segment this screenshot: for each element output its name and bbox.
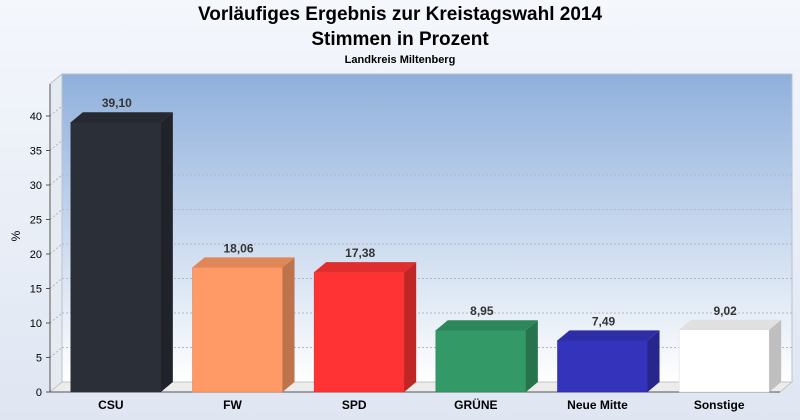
bar-value-label: 18,06 [223,241,253,255]
bar-0 [70,121,162,393]
y-tick-label: 5 [36,353,42,365]
y-tick-label: 40 [30,111,42,123]
y-tick-label: 0 [36,387,42,399]
grid-line [49,105,63,117]
bar-3 [435,329,527,393]
grid-lines [49,105,792,358]
grid-line [49,312,63,324]
bar-top-4 [557,330,660,341]
y-tick-label: 35 [30,146,42,158]
bar-value-label: 7,49 [592,314,616,328]
plot-left-wall [49,72,63,394]
x-tick-label: GRÜNE [454,397,497,412]
x-tick-label: CSU [98,398,123,412]
bar-value-label: 9,02 [713,304,737,318]
bar-5 [678,329,770,393]
grid-line [49,140,63,151]
bar-side-3 [525,320,538,392]
bar-value-label: 39,10 [102,96,132,110]
grid-line [49,243,63,255]
x-tick-label: Neue Mitte [567,398,628,412]
bar-side-4 [647,330,660,392]
y-axis-label: % [9,230,23,241]
bar-side-0 [160,112,173,393]
y-tick-label: 30 [30,180,42,192]
grid-line [49,174,63,186]
y-axis-ticks: 0 5 10 15 20 25 30 35 40 [30,111,50,399]
bar-side-1 [282,257,295,392]
x-tick-label: SPD [342,398,367,412]
x-tick-label: Sonstige [694,398,745,412]
chart-subtitle: Landkreis Miltenberg [344,54,456,66]
bar-top-0 [70,112,173,123]
bar-side-5 [769,319,782,392]
grid-line [49,209,63,220]
grid-line [49,278,63,289]
bar-1 [192,267,283,393]
bars: 39,10 CSU 18,06 FW 17,38 SPD 8,95 GRÜNE 7,49 Neue… [70,96,782,412]
grid-line [49,347,63,358]
bar-4 [557,340,648,393]
bar-top-1 [192,257,295,268]
bar-value-label: 17,38 [345,246,375,260]
chart-title: Vorläufiges Ergebnis zur Kreistagswahl 2… [197,4,603,25]
y-tick-label: 20 [30,249,42,261]
bar-side-2 [404,262,417,392]
y-tick-label: 10 [30,318,42,330]
bar-2 [313,271,405,393]
bar-value-label: 8,95 [470,304,494,318]
bar-top-5 [679,319,782,330]
bar-top-2 [314,262,417,273]
x-tick-label: FW [223,398,242,412]
y-tick-label: 25 [30,215,42,227]
bar-top-3 [435,320,538,331]
y-tick-label: 15 [30,284,42,296]
chart-title-line2: Stimmen in Prozent [311,29,489,50]
